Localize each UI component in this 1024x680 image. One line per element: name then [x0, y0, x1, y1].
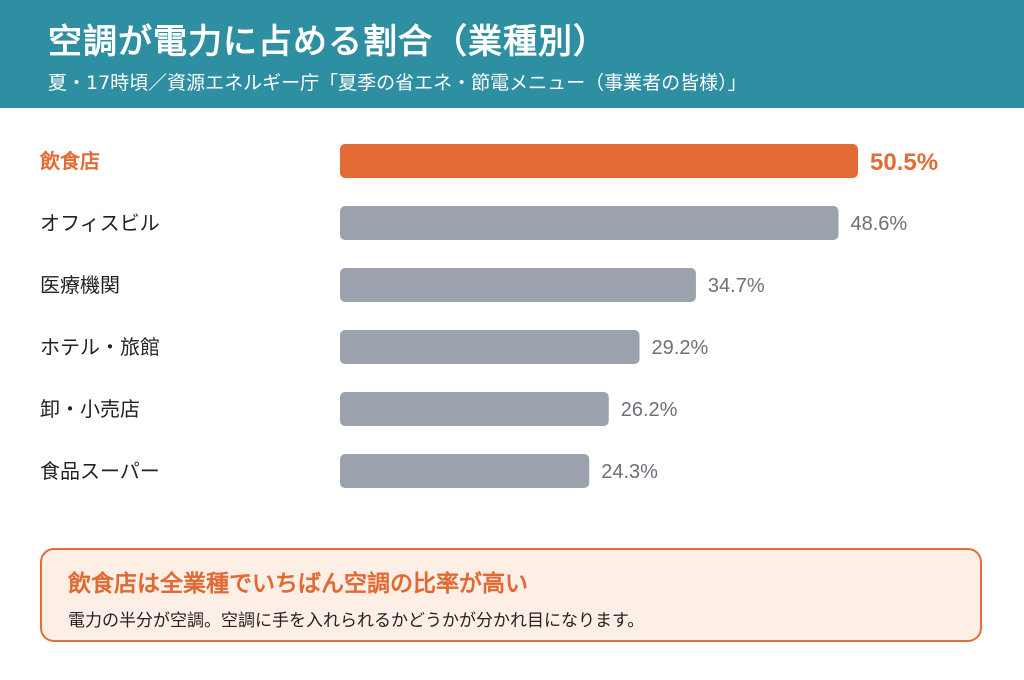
category-label: 飲食店: [39, 149, 100, 173]
category-label: 卸・小売店: [40, 397, 140, 421]
bar: [340, 454, 590, 488]
page-subtitle: 夏・17時頃／資源エネルギー庁「夏季の省エネ・節電メニュー（事業者の皆様）」: [48, 72, 747, 94]
value-label: 26.2%: [621, 399, 678, 421]
bar: [340, 330, 640, 364]
category-label: 医療機関: [40, 273, 120, 297]
value-label: 24.3%: [601, 461, 658, 483]
category-label: ホテル・旅館: [40, 335, 160, 359]
callout-title: 飲食店は全業種でいちばん空調の比率が高い: [68, 571, 528, 597]
callout-body: 電力の半分が空調。空調に手を入れられるかどうかが分かれ目になります。: [68, 611, 645, 631]
header-banner: 空調が電力に占める割合（業種別） 夏・17時頃／資源エネルギー庁「夏季の省エネ・…: [0, 0, 1024, 108]
callout-box: 飲食店は全業種でいちばん空調の比率が高い 電力の半分が空調。空調に手を入れられる…: [40, 548, 982, 642]
value-label: 29.2%: [652, 337, 709, 359]
bar: [340, 144, 858, 178]
page-title: 空調が電力に占める割合（業種別）: [48, 22, 608, 62]
value-label: 48.6%: [851, 213, 908, 235]
bar-chart: 飲食店 50.5% オフィスビル 48.6% 医療機関 34.7% ホテル・旅館 29.2% 卸…: [39, 144, 938, 488]
value-label: 34.7%: [708, 275, 765, 297]
value-label: 50.5%: [870, 149, 938, 176]
bar: [340, 206, 839, 240]
bar: [340, 268, 696, 302]
bar: [340, 392, 609, 426]
category-label: 食品スーパー: [40, 459, 160, 483]
category-label: オフィスビル: [40, 211, 160, 235]
